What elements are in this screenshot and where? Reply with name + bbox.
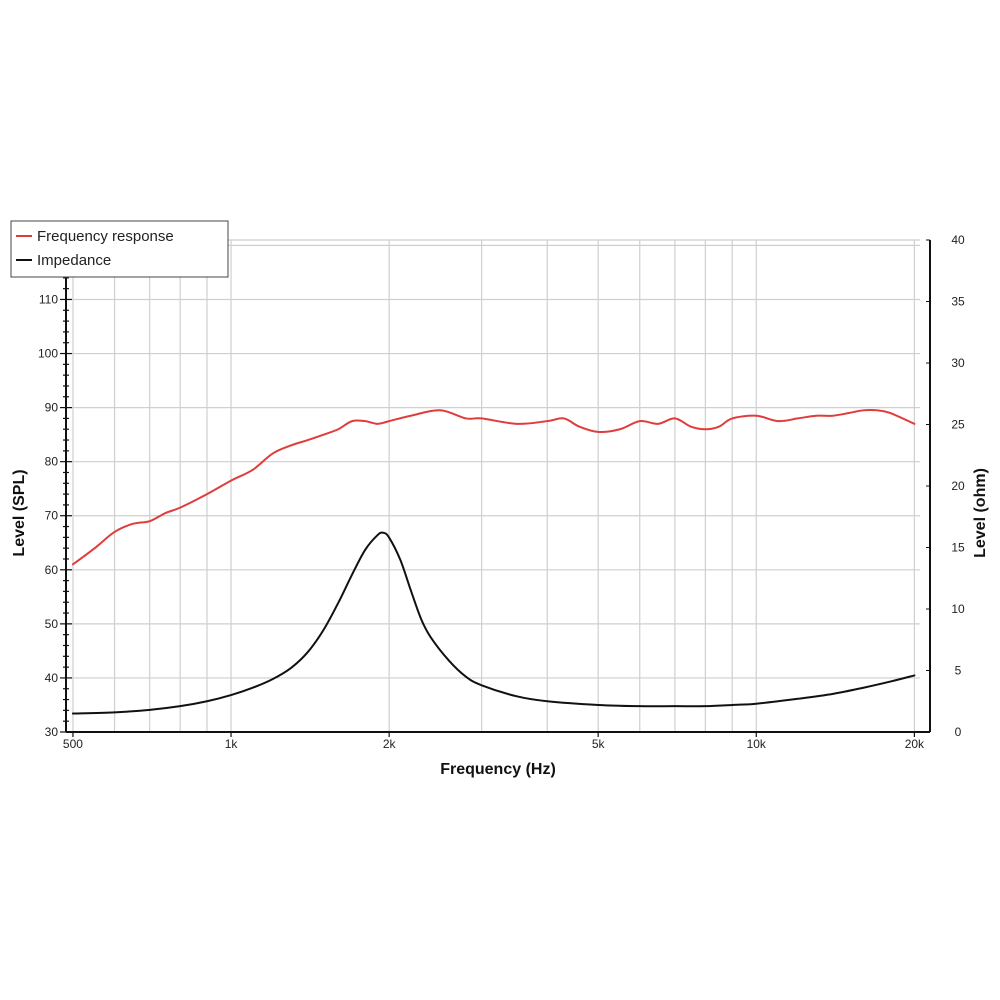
y-tick-label: 100 — [38, 347, 58, 361]
y2-tick-label: 40 — [951, 233, 965, 247]
x-tick-label: 5k — [592, 737, 606, 751]
x-axis-title: Frequency (Hz) — [440, 761, 556, 778]
y2-tick-label: 10 — [951, 602, 965, 616]
x-tick-label: 10k — [747, 737, 767, 751]
y-tick-label: 40 — [45, 671, 59, 685]
y2-tick-label: 20 — [951, 479, 965, 493]
series-line-frequency-response — [71, 408, 916, 566]
x-tick-label: 20k — [905, 737, 925, 751]
y-axis-title: Level (SPL) — [11, 469, 28, 556]
y2-tick-label: 30 — [951, 356, 965, 370]
legend-label-frequency-response: Frequency response — [37, 228, 174, 245]
y-tick-label: 110 — [39, 292, 58, 306]
series-line-impedance — [71, 531, 916, 715]
y-tick-label: 80 — [45, 455, 59, 469]
y2-tick-label: 35 — [951, 295, 965, 309]
y2-tick-label: 0 — [955, 725, 962, 739]
y-tick-label: 60 — [45, 563, 59, 577]
legend-label-impedance: Impedance — [37, 252, 111, 269]
y-tick-label: 50 — [45, 617, 59, 631]
series — [71, 408, 916, 715]
y2-tick-label: 15 — [951, 541, 965, 555]
y-tick-label: 70 — [45, 509, 59, 523]
y2-tick-label: 25 — [951, 418, 965, 432]
grid — [66, 239, 920, 733]
legend: Frequency response Impedance — [10, 220, 229, 278]
legend-box — [10, 220, 229, 278]
x-tick-label: 500 — [63, 737, 83, 751]
x-tick-label: 1k — [225, 737, 239, 751]
y-tick-label: 30 — [45, 725, 59, 739]
y2-tick-label: 5 — [955, 664, 962, 678]
y2-axis-title: Level (ohm) — [972, 468, 989, 558]
y-tick-label: 90 — [45, 401, 59, 415]
x-tick-label: 2k — [383, 737, 397, 751]
